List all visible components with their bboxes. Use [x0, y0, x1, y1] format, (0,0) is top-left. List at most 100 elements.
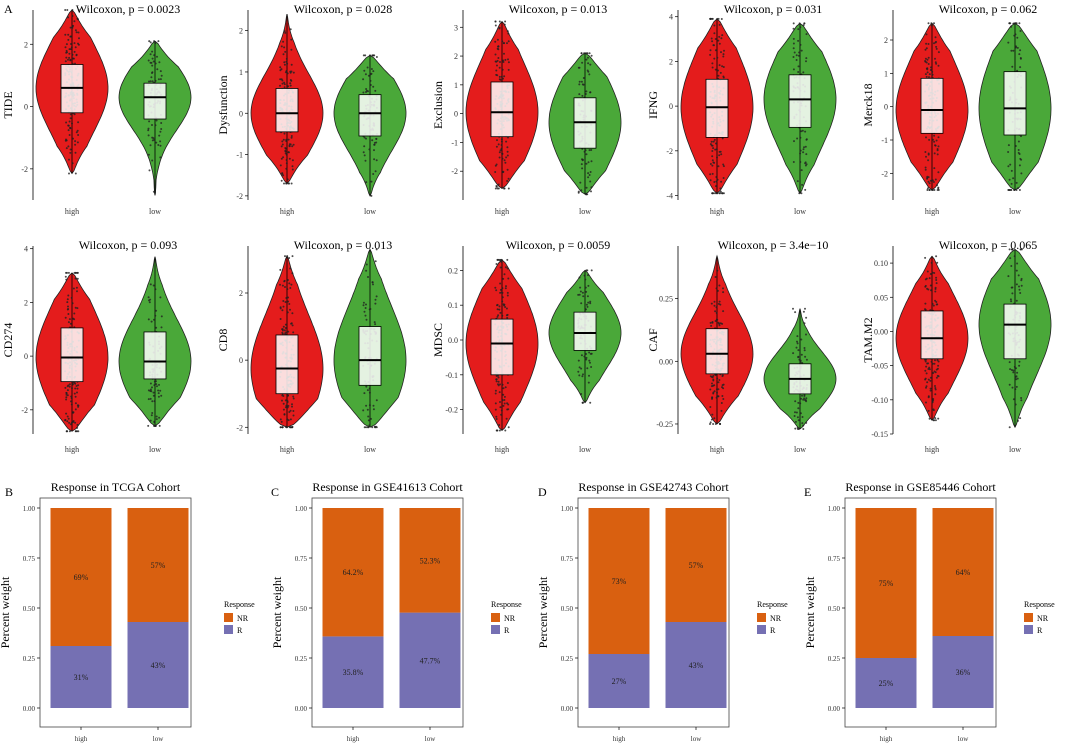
- legend-title: Response: [1024, 600, 1055, 609]
- data-point: [799, 412, 802, 415]
- data-point: [792, 42, 795, 45]
- data-point: [1018, 288, 1021, 291]
- data-point: [74, 306, 77, 309]
- data-point: [925, 47, 928, 50]
- data-point: [147, 398, 150, 401]
- data-point: [1012, 371, 1015, 374]
- data-point: [498, 308, 501, 311]
- data-point: [147, 153, 150, 156]
- data-point: [291, 425, 294, 428]
- data-point: [925, 365, 928, 368]
- legend-label-r: R: [1037, 626, 1043, 635]
- bar-segment-r-high: [855, 658, 917, 708]
- data-point: [285, 70, 288, 72]
- data-point: [584, 278, 587, 281]
- data-point: [283, 413, 286, 416]
- data-point: [371, 139, 374, 142]
- data-point: [1019, 66, 1022, 69]
- data-point: [721, 384, 724, 387]
- data-point: [714, 310, 717, 313]
- legend-swatch-nr: [224, 613, 233, 622]
- data-point: [1014, 145, 1017, 147]
- data-point: [931, 179, 934, 182]
- stat-annotation: Wilcoxon, p = 0.062: [939, 2, 1038, 16]
- box-low: [573, 311, 597, 351]
- data-point: [149, 382, 152, 385]
- data-point: [1010, 189, 1013, 191]
- data-point: [292, 143, 295, 146]
- data-point: [287, 296, 290, 299]
- data-point: [73, 20, 76, 23]
- data-point: [499, 282, 502, 285]
- data-point: [150, 320, 153, 323]
- data-point: [290, 322, 293, 325]
- data-point: [373, 158, 376, 161]
- data-point: [499, 383, 501, 386]
- data-point: [714, 148, 717, 151]
- data-point: [719, 190, 722, 193]
- data-point: [279, 426, 282, 429]
- data-point: [503, 303, 506, 306]
- data-point: [157, 40, 160, 43]
- data-point: [289, 267, 292, 270]
- data-point: [581, 83, 584, 86]
- data-point: [494, 286, 497, 289]
- legend-swatch-nr: [1024, 613, 1033, 622]
- data-point: [147, 389, 150, 392]
- data-point: [495, 415, 498, 418]
- stat-annotation: Wilcoxon, p = 0.093: [79, 238, 178, 252]
- y-tick-label: -0.1: [445, 371, 458, 380]
- data-point: [1014, 22, 1017, 25]
- data-point: [792, 37, 795, 40]
- data-point: [713, 32, 716, 35]
- data-point: [148, 80, 150, 83]
- data-point: [290, 182, 293, 185]
- data-point: [155, 380, 157, 383]
- legend-title: Response: [224, 600, 255, 609]
- data-label: 64.2%: [343, 568, 364, 577]
- plot-frame: [39, 497, 192, 728]
- data-point: [715, 396, 718, 399]
- data-point: [159, 130, 162, 133]
- data-point: [713, 304, 716, 307]
- data-point: [797, 65, 800, 68]
- data-point: [507, 58, 509, 61]
- data-point: [1019, 30, 1022, 32]
- data-point: [375, 141, 378, 144]
- data-point: [1008, 361, 1011, 364]
- data-point: [505, 140, 508, 143]
- box-low: [358, 326, 382, 386]
- y-tick-label: -0.10: [871, 396, 888, 405]
- data-point: [934, 61, 937, 64]
- x-tick-label: low: [794, 445, 806, 454]
- data-point: [719, 322, 722, 325]
- stat-annotation: Wilcoxon, p = 0.031: [724, 2, 823, 16]
- data-point: [924, 151, 927, 153]
- data-point: [803, 146, 805, 149]
- data-point: [71, 162, 74, 165]
- data-label: 57%: [689, 561, 704, 570]
- data-point: [499, 401, 501, 403]
- data-point: [64, 275, 67, 278]
- data-point: [494, 60, 497, 63]
- data-point: [928, 138, 931, 141]
- data-point: [709, 143, 712, 146]
- violin-panel-caf: -0.25 0.00 0.25 CAF Wilcoxon, p = 3.4e−10 hig…: [646, 238, 837, 454]
- data-point: [1017, 274, 1020, 277]
- data-point: [803, 349, 806, 352]
- x-tick-label: low: [794, 207, 806, 216]
- chart-title: Response in GSE42743 Cohort: [578, 480, 729, 494]
- data-point: [719, 71, 722, 74]
- data-point: [925, 75, 928, 78]
- stat-annotation: Wilcoxon, p = 0.028: [294, 2, 393, 16]
- data-point: [289, 287, 292, 289]
- data-point: [506, 154, 509, 157]
- data-point: [160, 315, 163, 318]
- data-point: [67, 305, 69, 308]
- data-point: [587, 176, 590, 179]
- data-point: [795, 54, 798, 57]
- y-tick-label: -2: [451, 167, 458, 176]
- data-point: [373, 149, 375, 152]
- data-point: [67, 417, 70, 420]
- data-point: [151, 57, 154, 60]
